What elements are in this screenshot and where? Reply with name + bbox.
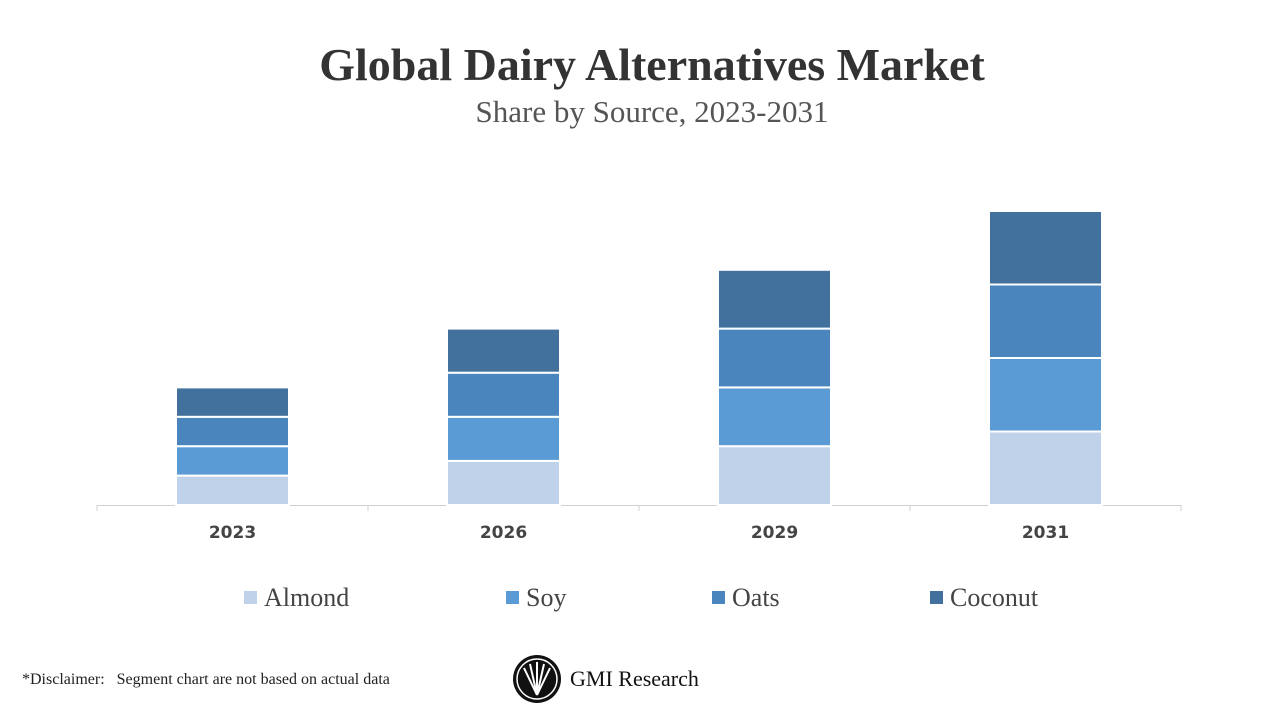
disclaimer: *Disclaimer: Segment chart are not based…	[22, 671, 390, 688]
bar-segment	[446, 327, 561, 374]
bar-segment	[446, 415, 561, 462]
bar-segment	[175, 474, 290, 507]
bar-segment	[717, 386, 832, 448]
x-tick-label: 2029	[751, 523, 798, 543]
legend-label: Almond	[264, 583, 349, 612]
legend-swatch	[244, 591, 257, 604]
bar-segment	[446, 459, 561, 506]
bar-segment	[988, 210, 1103, 286]
bar-segment	[175, 445, 290, 477]
legend-swatch	[506, 591, 519, 604]
bar-segment	[988, 357, 1103, 433]
bar-segment	[175, 386, 290, 418]
x-tick-label: 2026	[480, 523, 527, 543]
bar-segment	[988, 283, 1103, 359]
x-tick-label: 2031	[1022, 523, 1069, 543]
bar-segment	[717, 445, 832, 507]
brand-name: GMI Research	[570, 666, 699, 691]
bar-segment	[717, 327, 832, 389]
legend-label: Soy	[526, 583, 566, 612]
bar-segment	[717, 268, 832, 330]
chart-title: Global Dairy Alternatives Market	[319, 39, 985, 90]
brand-logo	[513, 655, 561, 703]
chart-subtitle: Share by Source, 2023-2031	[476, 94, 829, 129]
legend-label: Coconut	[950, 583, 1039, 612]
legend-swatch	[930, 591, 943, 604]
x-tick-label: 2023	[209, 523, 256, 543]
bar-segment	[988, 430, 1103, 506]
legend-swatch	[712, 591, 725, 604]
bar-segment	[446, 371, 561, 418]
bar-segment	[175, 415, 290, 448]
legend-label: Oats	[732, 583, 780, 612]
